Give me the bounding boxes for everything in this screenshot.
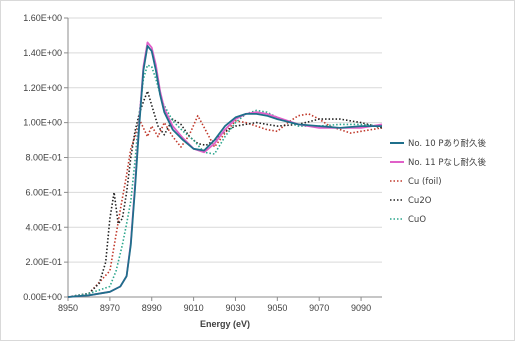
legend-label: No. 11 Pなし耐久後: [408, 157, 486, 168]
x-tick-label: 8950: [58, 303, 78, 313]
legend: No. 10 Pあり耐久後 No. 11 Pなし耐久後 Cu (foil) Cu2O C…: [390, 138, 486, 225]
y-tick-label: 4.00E-01: [25, 222, 62, 232]
y-tick-labels: 0.00E+00 2.00E-01 4.00E-01 6.00E-01 8.00E-01…: [23, 13, 62, 302]
legend-label: No. 10 Pあり耐久後: [408, 138, 486, 149]
y-tick-label: 2.00E-01: [25, 257, 62, 267]
y-tick-label: 8.00E-01: [25, 153, 62, 163]
series-line: [67, 45, 382, 298]
y-tick-label: 0.00E+00: [23, 292, 62, 302]
gridlines: [64, 17, 382, 298]
x-tick-label: 9010: [184, 303, 204, 313]
legend-label: CuO: [408, 215, 426, 225]
x-tick-label: 9030: [225, 303, 245, 313]
x-tick-label: 9090: [351, 303, 371, 313]
y-tick-label: 6.00E-01: [25, 187, 62, 197]
series-lines: [67, 41, 383, 298]
x-tick-label: 8990: [142, 303, 162, 313]
x-axis-title: Energy (eV): [200, 319, 250, 329]
series-line: [67, 90, 383, 298]
x-tick-labels: 8950 8970 8990 9010 9030 9050 9070 9090: [58, 303, 371, 313]
series-line: [67, 41, 383, 298]
y-tick-label: 1.20E+00: [23, 83, 62, 93]
y-tick-label: 1.60E+00: [23, 13, 62, 23]
x-tick-label: 9050: [267, 303, 287, 313]
legend-label: Cu2O: [408, 196, 432, 206]
legend-label: Cu (foil): [408, 177, 442, 187]
axes: [67, 18, 382, 301]
x-tick-label: 9070: [309, 303, 329, 313]
y-tick-label: 1.00E+00: [23, 118, 62, 128]
y-tick-label: 1.40E+00: [23, 48, 62, 58]
x-tick-label: 8970: [100, 303, 120, 313]
